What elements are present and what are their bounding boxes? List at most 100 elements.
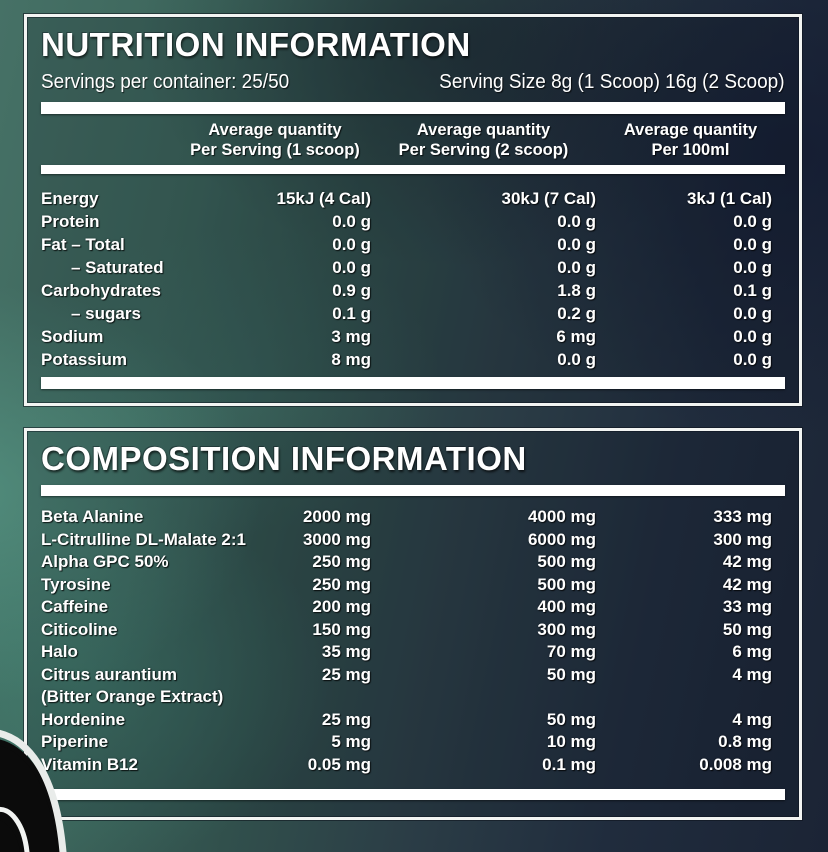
ingredient-label: L-Citrulline DL-Malate 2:1 <box>41 529 246 549</box>
value-per-serving-1: 0.0 g <box>332 258 371 277</box>
value-per-serving-1: 3 mg <box>331 327 371 346</box>
divider-bar <box>41 377 785 389</box>
nutrient-label: Sodium <box>41 327 104 346</box>
table-row: L-Citrulline DL-Malate 2:1 3000 mg 6000 … <box>41 529 785 552</box>
column-header-per-serving-1: Average quantity Per Serving (1 scoop) <box>190 121 360 159</box>
value-per-serving-2: 300 mg <box>537 619 596 639</box>
value-per-serving-1: 15kJ (4 Cal) <box>276 189 372 208</box>
value-per-serving-1: 250 mg <box>312 574 371 594</box>
value-per-100ml: 42 mg <box>722 574 772 594</box>
table-row: – sugars 0.1 g 0.2 g 0.0 g <box>41 302 785 325</box>
value-per-serving-2: 30kJ (7 Cal) <box>501 189 597 208</box>
ingredient-label: Hordenine <box>41 709 126 729</box>
servings-per-container: Servings per container: 25/50 <box>41 71 290 93</box>
table-row: Vitamin B12 0.05 mg 0.1 mg 0.008 mg <box>41 754 785 777</box>
value-per-serving-1: 200 mg <box>312 597 371 616</box>
value-per-serving-2: 1.8 g <box>557 281 596 300</box>
divider-bar <box>41 485 785 496</box>
nutrient-label: – Saturated <box>71 258 164 277</box>
value-per-serving-2: 10 mg <box>546 732 596 751</box>
value-per-serving-1: 0.05 mg <box>307 754 371 774</box>
value-per-serving-2: 0.0 g <box>557 258 596 277</box>
value-per-serving-2: 6 mg <box>556 327 596 346</box>
table-row: Alpha GPC 50% 250 mg 500 mg 42 mg <box>41 551 785 574</box>
value-per-serving-1: 2000 mg <box>302 507 371 526</box>
value-per-100ml: 0.0 g <box>733 304 772 323</box>
ingredient-label: Tyrosine <box>41 574 111 594</box>
value-per-serving-1: 0.1 g <box>332 304 371 323</box>
table-row: Beta Alanine 2000 mg 4000 mg 333 mg <box>41 506 785 529</box>
table-row: Protein 0.0 g 0.0 g 0.0 g <box>41 210 785 233</box>
table-row: Hordenine 25 mg 50 mg 4 mg <box>41 709 785 732</box>
value-per-100ml: 6 mg <box>732 642 772 661</box>
value-per-100ml: 0.0 g <box>733 235 772 254</box>
divider-bar <box>41 102 785 114</box>
ingredient-label: Beta Alanine <box>41 507 144 526</box>
value-per-100ml: 4 mg <box>732 664 772 684</box>
value-per-serving-2: 70 mg <box>546 642 596 661</box>
value-per-100ml: 0.1 g <box>733 281 772 300</box>
value-per-serving-1: 150 mg <box>312 619 371 639</box>
nutrient-label: Energy <box>41 189 99 208</box>
divider-bar <box>41 165 785 174</box>
table-row: Potassium 8 mg 0.0 g 0.0 g <box>41 348 785 371</box>
nutrition-table: Energy 15kJ (4 Cal) 30kJ (7 Cal) 3kJ (1 … <box>27 187 799 371</box>
ingredient-label: Citrus aurantium <box>41 664 178 684</box>
value-per-100ml: 42 mg <box>722 552 772 571</box>
nutrient-label: Potassium <box>41 350 127 369</box>
table-row: Citrus aurantium 25 mg 50 mg 4 mg <box>41 664 785 687</box>
value-per-serving-2: 0.2 g <box>557 304 596 323</box>
nutrient-label: – sugars <box>71 304 141 323</box>
column-header-per-100ml: Average quantity Per 100ml <box>623 121 758 159</box>
table-row: Halo 35 mg 70 mg 6 mg <box>41 641 785 664</box>
ingredient-label: Caffeine <box>41 597 109 616</box>
ingredient-label: Halo <box>41 642 78 661</box>
nutrition-title: NUTRITION INFORMATION <box>41 26 471 63</box>
value-per-serving-1: 250 mg <box>312 552 371 571</box>
value-per-100ml: 4 mg <box>732 709 772 729</box>
value-per-serving-1: 25 mg <box>321 664 371 684</box>
table-row: Caffeine 200 mg 400 mg 33 mg <box>41 596 785 619</box>
value-per-100ml: 0.8 mg <box>718 732 772 751</box>
value-per-serving-2: 50 mg <box>546 664 596 684</box>
nutrient-label: Fat – Total <box>41 235 125 254</box>
ingredient-label: Alpha GPC 50% <box>41 552 169 571</box>
value-per-100ml: 33 mg <box>722 597 772 616</box>
value-per-serving-1: 3000 mg <box>302 529 371 549</box>
value-per-serving-2: 0.1 mg <box>542 754 596 774</box>
value-per-serving-1: 5 mg <box>331 732 371 751</box>
value-per-serving-1: 25 mg <box>321 709 371 729</box>
divider-bar <box>41 789 785 800</box>
value-per-100ml: 0.0 g <box>733 327 772 346</box>
value-per-serving-1: 0.0 g <box>332 235 371 254</box>
value-per-100ml: 0.0 g <box>733 258 772 277</box>
ingredient-label: (Bitter Orange Extract) <box>41 687 224 706</box>
nutrient-label: Carbohydrates <box>41 281 161 300</box>
table-row: Energy 15kJ (4 Cal) 30kJ (7 Cal) 3kJ (1 … <box>41 187 785 210</box>
ingredient-label: Citicoline <box>41 619 118 639</box>
value-per-100ml: 0.0 g <box>733 350 772 369</box>
value-per-100ml: 0.008 mg <box>699 754 772 774</box>
table-row: Fat – Total 0.0 g 0.0 g 0.0 g <box>41 233 785 256</box>
value-per-100ml: 300 mg <box>713 529 772 549</box>
nutrient-label: Protein <box>41 212 100 231</box>
serving-size: Serving Size 8g (1 Scoop) 16g (2 Scoop) <box>439 71 785 93</box>
composition-title: COMPOSITION INFORMATION <box>41 440 527 477</box>
column-header-per-serving-2: Average quantity Per Serving (2 scoop) <box>398 121 569 159</box>
value-per-serving-2: 50 mg <box>546 709 596 729</box>
ingredient-label: Vitamin B12 <box>41 754 139 774</box>
value-per-serving-1: 8 mg <box>331 350 371 369</box>
table-row: (Bitter Orange Extract) <box>41 686 785 709</box>
value-per-serving-1: 35 mg <box>321 642 371 661</box>
value-per-serving-2: 0.0 g <box>557 350 596 369</box>
table-row: Piperine 5 mg 10 mg 0.8 mg <box>41 731 785 754</box>
table-row: Carbohydrates 0.9 g 1.8 g 0.1 g <box>41 279 785 302</box>
table-row: Tyrosine 250 mg 500 mg 42 mg <box>41 574 785 597</box>
value-per-serving-2: 0.0 g <box>557 212 596 231</box>
column-headers: Average quantity Per Serving (1 scoop) A… <box>41 120 785 160</box>
value-per-serving-2: 500 mg <box>537 574 596 594</box>
value-per-serving-2: 4000 mg <box>527 507 596 526</box>
serving-info-row: Servings per container: 25/50 Serving Si… <box>41 71 785 93</box>
table-row: Citicoline 150 mg 300 mg 50 mg <box>41 619 785 642</box>
table-row: – Saturated 0.0 g 0.0 g 0.0 g <box>41 256 785 279</box>
